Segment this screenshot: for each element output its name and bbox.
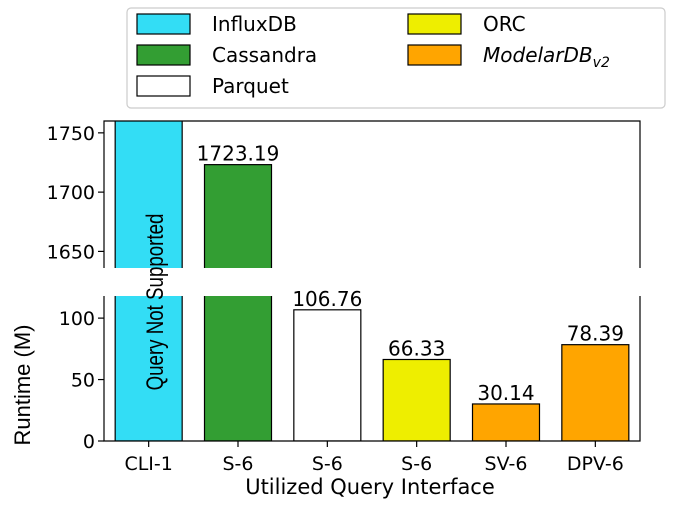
bar-3-lower	[293, 309, 362, 441]
lower-ytick-label-1: 50	[71, 370, 95, 392]
upper-ytick-label-2: 1750	[47, 123, 95, 145]
upper-ytick-label-0: 1650	[47, 241, 95, 263]
legend-label-2: Parquet	[212, 74, 289, 98]
legend-label-3: ORC	[483, 12, 526, 36]
xtick-label-1: S-6	[222, 453, 253, 475]
bar-4-lower	[382, 358, 451, 441]
legend: InfluxDB Cassandra Parquet ORC ModelarDBv2	[126, 7, 666, 109]
x-axis: CLI-1 S-6 S-6 S-6 SV-6 DPV-6	[124, 441, 624, 475]
lower-ytick-label-0: 0	[83, 431, 95, 453]
xtick-label-5: DPV-6	[567, 453, 624, 475]
x-axis-label: Utilized Query Interface	[245, 475, 495, 499]
y-axis-label: Runtime (M)	[10, 324, 35, 445]
query-not-supported-annotation: Query Not Supported	[142, 214, 169, 391]
xtick-label-0: CLI-1	[124, 453, 172, 475]
bar-2-upper	[203, 164, 273, 268]
xtick-label-3: S-6	[401, 453, 432, 475]
upper-plot-panel: 1650 1700 1750	[47, 120, 641, 268]
lower-spines	[103, 296, 641, 442]
xtick-label-2: S-6	[312, 453, 343, 475]
legend-swatch-4	[407, 44, 462, 66]
legend-swatch-0	[136, 13, 191, 35]
bar-6-lower	[561, 344, 630, 441]
value-label-2: 1723.19	[197, 142, 280, 166]
legend-swatch-2	[136, 75, 191, 97]
legend-label-4: ModelarDBv2	[483, 43, 610, 71]
value-label-6: 78.39	[567, 322, 624, 346]
bar-2-lower	[203, 296, 273, 441]
legend-label-1: Cassandra	[212, 43, 317, 67]
value-label-4: 66.33	[388, 336, 445, 360]
legend-swatch-3	[407, 13, 462, 35]
bar-1-lower	[114, 296, 183, 441]
xtick-label-4: SV-6	[485, 453, 528, 475]
lower-ytick-label-2: 100	[59, 308, 95, 330]
upper-ytick-label-1: 1700	[47, 182, 95, 204]
lower-plot-panel: 0 50 100	[59, 296, 641, 453]
value-label-5: 30.14	[477, 381, 534, 405]
legend-swatch-1	[136, 44, 191, 66]
value-label-3: 106.76	[292, 287, 362, 311]
legend-label-0: InfluxDB	[212, 12, 297, 36]
bar-1-upper	[114, 121, 183, 268]
bar-5-lower	[471, 403, 541, 441]
upper-spines	[103, 120, 641, 268]
legend-frame	[126, 7, 666, 109]
